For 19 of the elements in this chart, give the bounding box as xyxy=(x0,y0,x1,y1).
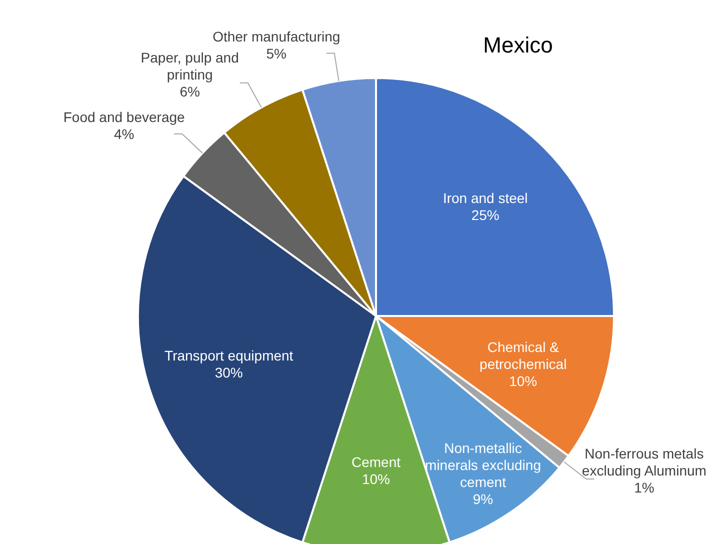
slice-label: Non-ferrous metals excluding Aluminum xyxy=(582,446,706,479)
slice-label: Chemical & petrochemical xyxy=(480,338,567,372)
slice-label: Cement xyxy=(351,454,401,470)
data-label: 30% xyxy=(214,364,243,380)
chart-title: Mexico xyxy=(483,32,553,58)
slice-label: Food and beverage xyxy=(63,108,186,125)
data-label: 25% xyxy=(471,207,500,224)
data-label: 10% xyxy=(509,372,538,389)
slice-label: Other manufacturing xyxy=(212,28,340,44)
data-label: 6% xyxy=(180,83,200,100)
slice-label: Transport equipment xyxy=(164,347,294,364)
slice-label: Paper, pulp and printing xyxy=(140,49,239,82)
data-label: 5% xyxy=(266,45,287,62)
data-label: 10% xyxy=(362,471,390,488)
data-label: 1% xyxy=(634,480,654,496)
data-label: 9% xyxy=(472,490,494,507)
slice-label: Iron and steel xyxy=(442,190,528,206)
data-label: 4% xyxy=(114,126,134,142)
slice-label: Non-metallic minerals excluding cement xyxy=(425,440,541,490)
